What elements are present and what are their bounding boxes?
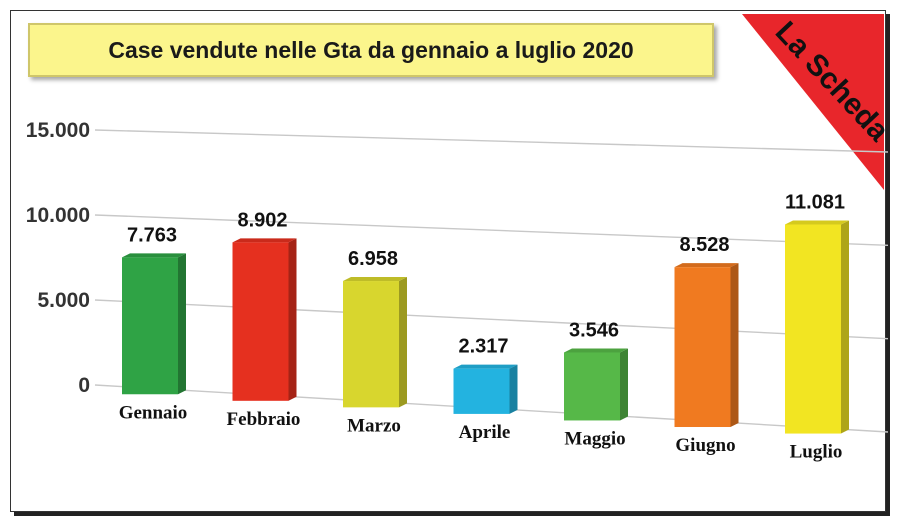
category-label: Marzo (347, 415, 401, 436)
bar-top (343, 277, 407, 282)
bar (564, 348, 628, 421)
category-label: Luglio (790, 442, 843, 463)
bar-side (399, 277, 407, 408)
y-tick-label: 5.000 (37, 289, 90, 312)
value-label: 2.317 (458, 336, 508, 358)
bar-front (122, 257, 178, 395)
chart-title-box: Case vendute nelle Gta da gennaio a lugl… (28, 23, 714, 77)
badge-ribbon (742, 14, 884, 190)
bar-side (288, 238, 297, 401)
y-tick-label: 0 (78, 374, 90, 397)
bar-top (564, 348, 628, 353)
bar-top (674, 263, 739, 268)
bar-front (232, 242, 289, 401)
bar (453, 364, 518, 414)
bar (343, 277, 407, 408)
bar-top (453, 364, 518, 369)
bars (122, 220, 849, 434)
value-label: 11.081 (785, 191, 845, 213)
bar-front (343, 281, 399, 408)
chart-title: Case vendute nelle Gta da gennaio a lugl… (108, 36, 634, 63)
y-axis-ticks: 0 5.000 10.000 15.000 (26, 119, 90, 397)
bar (232, 238, 297, 401)
bar-side (841, 220, 849, 434)
gridline (94, 214, 889, 247)
bar-front (453, 368, 510, 414)
bar-top (122, 253, 186, 258)
y-tick-label: 15.000 (26, 119, 90, 142)
category-label: Maggio (564, 428, 625, 449)
category-labels: Gennaio Febbraio Marzo Aprile Maggio Giugno Lu… (119, 402, 843, 462)
category-label: Aprile (459, 422, 511, 443)
bar-side (178, 253, 186, 395)
gridline (94, 129, 889, 153)
category-label: Gennaio (119, 402, 188, 423)
value-label: 8.528 (679, 234, 729, 256)
bar (785, 220, 849, 434)
value-label: 6.958 (348, 248, 398, 270)
gridline (94, 299, 889, 340)
bar-top (232, 238, 297, 243)
category-label: Giugno (675, 435, 735, 456)
y-tick-label: 10.000 (26, 204, 90, 227)
value-label: 8.902 (237, 209, 287, 231)
bar-side (730, 263, 739, 428)
bar-front (785, 224, 841, 434)
value-label: 3.546 (569, 319, 619, 341)
bar-side (509, 364, 518, 414)
la-scheda-badge: La Scheda (742, 14, 895, 190)
category-label: Febbraio (227, 409, 301, 430)
bar-top (785, 220, 849, 225)
bar (122, 253, 186, 395)
bar-front (564, 352, 620, 421)
value-labels: 7.763 8.902 6.958 2.317 3.546 8.528 11.081 (127, 191, 845, 357)
value-label: 7.763 (127, 224, 177, 246)
bar-side (620, 348, 628, 421)
bar-front (674, 267, 731, 428)
bar (674, 263, 739, 428)
